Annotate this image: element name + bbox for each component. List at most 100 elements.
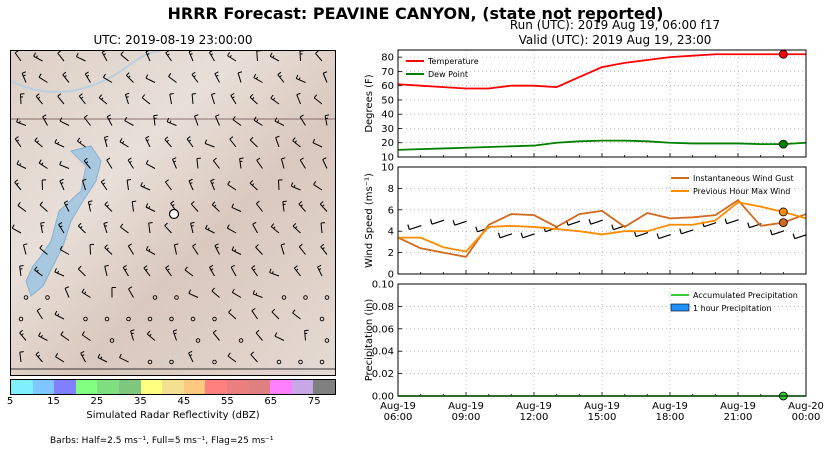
wind-barb-icon bbox=[38, 73, 48, 83]
wind-barb-icon bbox=[40, 221, 45, 234]
wind-barb-icon bbox=[63, 200, 70, 212]
wind-barb-icon bbox=[281, 295, 287, 300]
wind-barb-icon bbox=[57, 51, 65, 62]
wind-barb-icon bbox=[34, 266, 43, 277]
wind-barb-icon bbox=[299, 51, 304, 62]
wind-barb-icon bbox=[212, 359, 217, 365]
y-tick-label: 0.02 bbox=[372, 369, 394, 380]
wind-barb-icon bbox=[635, 231, 649, 238]
y-tick-label: 60 bbox=[381, 81, 394, 92]
wind-barb-icon bbox=[298, 359, 303, 365]
colorbar-swatch bbox=[313, 380, 335, 394]
wind-barb-icon bbox=[319, 316, 325, 322]
y-tick-label: 4 bbox=[388, 227, 394, 238]
y-tick-label: 0.00 bbox=[372, 392, 394, 403]
current-value-marker bbox=[778, 218, 788, 228]
radar-map[interactable] bbox=[10, 50, 336, 376]
station-marker bbox=[168, 208, 180, 220]
wind-barb-icon bbox=[271, 308, 280, 320]
plot-frame bbox=[397, 49, 807, 158]
colorbar-tick-label: 45 bbox=[177, 396, 191, 407]
wind-barb-icon bbox=[499, 233, 513, 239]
wind-barb-icon bbox=[77, 137, 86, 148]
wind-barb-icon bbox=[319, 201, 328, 212]
wind-barb-icon bbox=[54, 310, 65, 320]
wind-barb-icon bbox=[292, 137, 301, 148]
wind-barb-icon bbox=[205, 224, 215, 234]
wind-barb-icon bbox=[41, 179, 47, 191]
y-tick-label: 6 bbox=[388, 205, 394, 216]
y-tick-label: 10 bbox=[381, 153, 394, 164]
wind-barb-icon bbox=[58, 221, 65, 234]
wind-barb-icon bbox=[103, 221, 108, 234]
wind-barb-icon bbox=[255, 200, 263, 212]
colorbar-label: Simulated Radar Reflectivity (dBZ) bbox=[86, 410, 260, 421]
wind-barb-icon bbox=[153, 114, 158, 126]
wind-barb-icon bbox=[109, 338, 115, 343]
wind-barb-icon bbox=[431, 219, 445, 225]
wind-barb-icon bbox=[315, 51, 323, 62]
wind-barb-icon bbox=[794, 234, 807, 240]
wind-barb-icon bbox=[165, 179, 172, 191]
wind-barb-icon bbox=[146, 330, 156, 341]
wind-barb-icon bbox=[82, 178, 87, 191]
wind-barb-icon bbox=[147, 316, 153, 322]
wind-barb-icon bbox=[322, 71, 328, 83]
wind-barb-icon bbox=[194, 114, 199, 126]
wind-barb-icon bbox=[147, 359, 153, 365]
y-tick-label: 70 bbox=[381, 67, 394, 78]
wind-barb-icon bbox=[39, 244, 48, 255]
wind-barb-icon bbox=[237, 71, 243, 83]
wind-barb-icon bbox=[251, 265, 258, 277]
series-line bbox=[397, 198, 807, 258]
wind-barb-icon bbox=[319, 359, 325, 365]
y-tick-label: 8 bbox=[388, 184, 394, 195]
wind-barb-icon bbox=[124, 116, 134, 126]
wind-barb-icon bbox=[255, 244, 263, 255]
wind-barb-icon bbox=[195, 338, 201, 343]
colorbar-swatch bbox=[226, 380, 249, 394]
y-tick-label: 30 bbox=[381, 124, 394, 135]
wind-barb-icon bbox=[19, 93, 25, 105]
wind-barb-icon bbox=[83, 316, 88, 322]
wind-barb-icon bbox=[145, 245, 156, 255]
map-title: UTC: 2019-08-19 23:00:00 bbox=[93, 33, 253, 47]
y-tick-label: 0 bbox=[388, 270, 394, 281]
wind-barb-icon bbox=[18, 316, 24, 322]
wind-barb-icon bbox=[249, 93, 258, 105]
wind-barb-icon bbox=[324, 338, 330, 343]
wind-barb-icon bbox=[14, 179, 22, 191]
wind-barb-icon bbox=[77, 222, 86, 234]
plot-frame bbox=[397, 166, 807, 275]
wind-barb-icon bbox=[54, 268, 65, 277]
wind-barb-icon bbox=[14, 136, 22, 148]
valid-label: Valid (UTC): 2019 Aug 19, 23:00 bbox=[518, 33, 712, 47]
wind-barb-icon bbox=[19, 329, 27, 341]
wind-barb-icon bbox=[299, 157, 306, 169]
wind-barb-icon bbox=[188, 350, 194, 363]
wind-barb-icon bbox=[188, 51, 194, 62]
wind-barb-icon bbox=[191, 93, 197, 105]
wind-barb-icon bbox=[164, 136, 172, 148]
wind-barb-icon bbox=[232, 116, 242, 126]
wind-barb-icon bbox=[145, 135, 151, 148]
y-tick-label: 0.10 bbox=[372, 280, 394, 291]
wind-barb-icon bbox=[290, 182, 301, 191]
colorbar-swatch bbox=[291, 380, 314, 394]
wind-barb-icon bbox=[172, 157, 177, 169]
wind-barb-icon bbox=[282, 200, 287, 212]
wind-barb-icon bbox=[23, 295, 29, 300]
wind-barb-icon bbox=[590, 219, 603, 225]
wind-barb-icon bbox=[22, 243, 28, 255]
wind-barb-icon bbox=[35, 351, 43, 363]
wind-barb-icon bbox=[192, 243, 199, 255]
wind-barb-icon bbox=[313, 180, 323, 191]
wind-barb-icon bbox=[106, 157, 113, 169]
wind-barb-icon bbox=[196, 157, 201, 169]
wind-barb-icon bbox=[127, 243, 134, 255]
y-tick-label: 0.08 bbox=[372, 302, 394, 313]
wind-barb-icon bbox=[98, 94, 108, 105]
wind-barb-icon bbox=[227, 352, 237, 363]
y-tick-label: 0.04 bbox=[372, 347, 394, 358]
wind-barb-icon bbox=[230, 264, 237, 277]
